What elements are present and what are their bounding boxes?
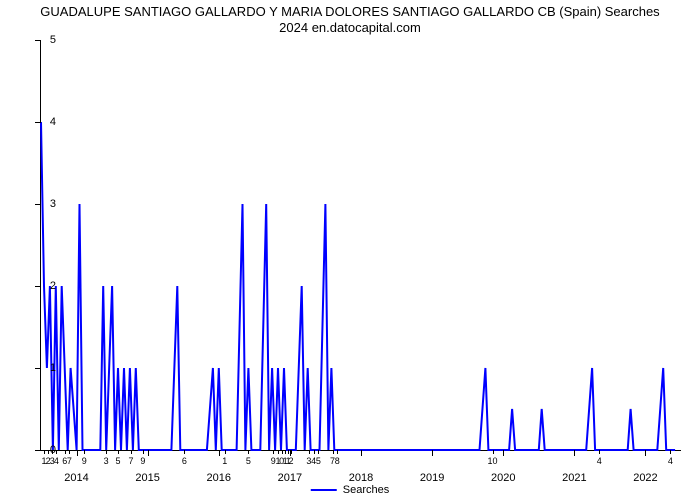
x-month-label: 7 [129, 456, 134, 466]
chart-container: GUADALUPE SANTIAGO GALLARDO Y MARIA DOLO… [0, 0, 700, 500]
title-line-2: 2024 en.datocapital.com [279, 20, 421, 35]
x-month-label: 4 [54, 456, 59, 466]
y-tick-label: 0 [44, 444, 56, 456]
line-series [41, 40, 681, 450]
x-month-label: 6 [182, 456, 187, 466]
x-year-tick [219, 450, 220, 456]
x-year-tick [148, 450, 149, 456]
chart-title: GUADALUPE SANTIAGO GALLARDO Y MARIA DOLO… [0, 0, 700, 35]
y-tick [35, 286, 41, 287]
x-year-tick [645, 450, 646, 456]
x-month-label: 7 [67, 456, 72, 466]
x-month-tick [333, 450, 334, 454]
x-year-label: 2022 [633, 472, 657, 484]
x-month-tick [282, 450, 283, 454]
y-tick-label: 5 [44, 34, 56, 46]
x-month-label: 5 [246, 456, 251, 466]
y-tick-label: 3 [44, 198, 56, 210]
x-month-tick [670, 450, 671, 454]
x-month-tick [143, 450, 144, 454]
x-year-label: 2014 [64, 472, 88, 484]
x-month-label: 5 [116, 456, 121, 466]
x-month-label: 3 [104, 456, 109, 466]
legend-label: Searches [343, 484, 389, 496]
y-tick [35, 450, 41, 451]
x-month-label: 10 [488, 456, 498, 466]
x-year-label: 2015 [135, 472, 159, 484]
x-year-label: 2020 [491, 472, 515, 484]
x-month-tick [65, 450, 66, 454]
x-month-tick [131, 450, 132, 454]
title-line-1: GUADALUPE SANTIAGO GALLARDO Y MARIA DOLO… [40, 4, 659, 19]
x-month-tick [318, 450, 319, 454]
x-month-tick [184, 450, 185, 454]
x-month-label: 4 [668, 456, 673, 466]
x-month-tick [248, 450, 249, 454]
x-month-label: 2 [289, 456, 294, 466]
y-tick [35, 40, 41, 41]
y-tick [35, 122, 41, 123]
x-month-tick [84, 450, 85, 454]
x-month-tick [69, 450, 70, 454]
searches-line [41, 122, 675, 450]
x-month-label: 9 [140, 456, 145, 466]
x-year-tick [77, 450, 78, 456]
y-tick-label: 4 [44, 116, 56, 128]
x-year-label: 2018 [349, 472, 373, 484]
x-month-tick [314, 450, 315, 454]
plot-area: 2014201520162017201820192020202120221234… [40, 40, 681, 451]
x-year-tick [361, 450, 362, 456]
x-month-tick [599, 450, 600, 454]
x-year-label: 2021 [562, 472, 586, 484]
x-month-label: 4 [597, 456, 602, 466]
x-month-tick [225, 450, 226, 454]
x-month-tick [493, 450, 494, 454]
y-tick [35, 204, 41, 205]
x-year-label: 2019 [420, 472, 444, 484]
legend-swatch [311, 489, 337, 491]
x-month-label: 8 [335, 456, 340, 466]
x-month-tick [285, 450, 286, 454]
x-year-tick [503, 450, 504, 456]
x-month-tick [273, 450, 274, 454]
legend: Searches [311, 484, 389, 496]
y-tick-label: 1 [44, 362, 56, 374]
x-month-tick [118, 450, 119, 454]
x-month-label: 5 [316, 456, 321, 466]
y-tick-label: 2 [44, 280, 56, 292]
x-month-tick [337, 450, 338, 454]
x-month-label: 1 [222, 456, 227, 466]
x-year-label: 2017 [278, 472, 302, 484]
x-year-tick [432, 450, 433, 456]
x-month-tick [278, 450, 279, 454]
y-tick [35, 368, 41, 369]
x-month-label: 9 [82, 456, 87, 466]
x-month-tick [309, 450, 310, 454]
x-month-tick [291, 450, 292, 454]
x-month-tick [288, 450, 289, 454]
x-year-tick [574, 450, 575, 456]
x-month-tick [56, 450, 57, 454]
x-year-label: 2016 [207, 472, 231, 484]
x-month-tick [106, 450, 107, 454]
